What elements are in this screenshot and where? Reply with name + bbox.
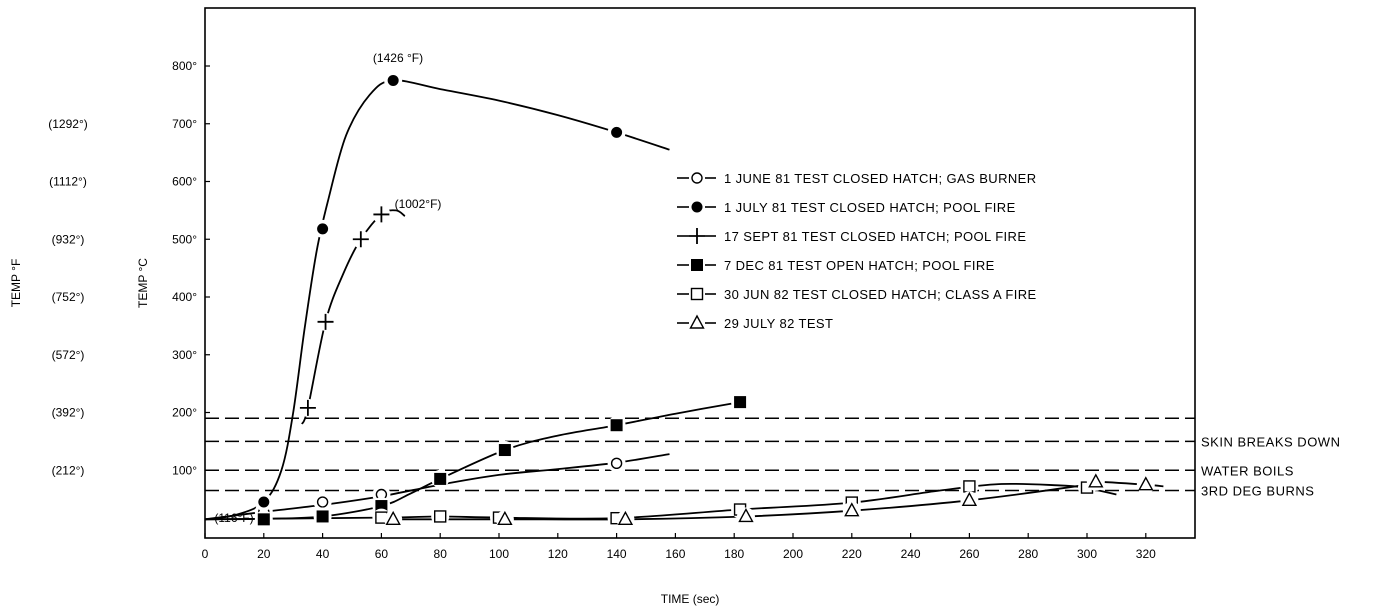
legend-label: 1 JUNE 81 TEST CLOSED HATCH; GAS BURNER bbox=[724, 171, 1037, 186]
x-tick-label: 160 bbox=[665, 547, 685, 561]
annotation: (1002°F) bbox=[395, 197, 442, 211]
annotations: (1426 °F) (1002°F) (116°F) bbox=[214, 51, 441, 525]
legend-label: 17 SEPT 81 TEST CLOSED HATCH; POOL FIRE bbox=[724, 229, 1026, 244]
series-markers bbox=[254, 71, 1155, 529]
data-point bbox=[316, 510, 329, 523]
x-tick-label: 300 bbox=[1077, 547, 1097, 561]
legend-marker bbox=[689, 228, 705, 244]
data-point bbox=[611, 126, 623, 138]
legend-label: 7 DEC 81 TEST OPEN HATCH; POOL FIRE bbox=[724, 258, 995, 273]
data-point bbox=[963, 480, 976, 493]
x-tick-label: 20 bbox=[257, 547, 271, 561]
x-tick-label: 260 bbox=[959, 547, 979, 561]
data-point bbox=[610, 419, 623, 432]
y-tick-label-c: 500° bbox=[172, 232, 197, 246]
legend-marker bbox=[689, 314, 705, 329]
data-point bbox=[258, 496, 270, 508]
data-point bbox=[738, 507, 754, 523]
data-point bbox=[844, 502, 860, 517]
x-tick-label: 120 bbox=[548, 547, 568, 561]
data-point bbox=[734, 396, 747, 409]
x-tick-label: 60 bbox=[375, 547, 389, 561]
reference-line-label: 3RD DEG BURNS bbox=[1201, 483, 1314, 498]
data-point bbox=[317, 223, 329, 235]
x-tick-label: 240 bbox=[901, 547, 921, 561]
annotation: (1426 °F) bbox=[373, 51, 423, 65]
y-tick-label-c: 600° bbox=[172, 175, 197, 189]
data-point bbox=[373, 206, 390, 223]
reference-line-label: SKIN BREAKS DOWN bbox=[1201, 434, 1340, 449]
data-point bbox=[617, 510, 634, 526]
x-tick-label: 40 bbox=[316, 547, 330, 561]
y-tick-label-f: (1292°) bbox=[48, 117, 88, 131]
legend: 1 JUNE 81 TEST CLOSED HATCH; GAS BURNER 1… bbox=[677, 171, 1037, 331]
x-tick-label: 140 bbox=[607, 547, 627, 561]
y-axis-title-c: TEMP °C bbox=[136, 258, 150, 308]
legend-marker bbox=[691, 201, 703, 213]
legend-marker bbox=[691, 172, 703, 184]
reference-line-label: WATER BOILS bbox=[1201, 463, 1294, 478]
y-tick-label-c: 100° bbox=[172, 463, 197, 477]
data-point bbox=[497, 510, 513, 526]
legend-label: 1 JULY 81 TEST CLOSED HATCH; POOL FIRE bbox=[724, 200, 1016, 215]
series-line bbox=[204, 79, 670, 521]
x-tick-label: 80 bbox=[434, 547, 448, 561]
data-point bbox=[316, 496, 329, 508]
y-tick-label-f: (392°) bbox=[52, 406, 85, 420]
data-point bbox=[961, 491, 978, 506]
x-tick-label: 320 bbox=[1136, 547, 1156, 561]
x-axis-title: TIME (sec) bbox=[661, 592, 720, 606]
data-point bbox=[375, 500, 388, 513]
axis-labels: TIME (sec) TEMP °C TEMP °F bbox=[9, 258, 719, 606]
plot-frame bbox=[204, 7, 1196, 539]
legend-marker bbox=[691, 259, 703, 271]
x-tick-label: 200 bbox=[783, 547, 803, 561]
y-tick-label-f: (932°) bbox=[52, 232, 85, 246]
y-tick-label-c: 700° bbox=[172, 117, 197, 131]
y-tick-label-f: (752°) bbox=[52, 290, 85, 304]
data-point bbox=[352, 231, 369, 248]
data-point bbox=[385, 510, 401, 526]
data-point bbox=[317, 313, 334, 330]
reference-lines: SKIN BREAKS DOWN WATER BOILS 3RD DEG BURNS bbox=[205, 417, 1340, 498]
data-point bbox=[434, 510, 447, 523]
x-tick-label: 280 bbox=[1018, 547, 1038, 561]
y-tick-label-c: 800° bbox=[172, 59, 197, 73]
y-axis-title-f: TEMP °F bbox=[9, 259, 23, 308]
x-tick-label: 100 bbox=[489, 547, 509, 561]
data-point bbox=[1088, 473, 1104, 488]
data-point bbox=[1138, 476, 1154, 491]
annotation: (116°F) bbox=[214, 511, 253, 525]
legend-marker bbox=[690, 287, 704, 301]
y-tick-label-f: (212°) bbox=[52, 463, 85, 477]
data-point bbox=[257, 513, 270, 526]
data-point bbox=[498, 444, 511, 457]
legend-label: 29 JULY 82 TEST bbox=[724, 316, 833, 331]
data-point bbox=[299, 399, 316, 416]
y-tick-label-f: (572°) bbox=[52, 348, 85, 362]
y-tick-label-c: 300° bbox=[172, 348, 197, 362]
plot-border bbox=[204, 7, 1196, 539]
y-tick-label-c: 400° bbox=[172, 290, 197, 304]
x-tick-label: 180 bbox=[724, 547, 744, 561]
y-tick-label-f: (1112°) bbox=[49, 175, 87, 189]
data-point bbox=[434, 472, 447, 485]
series-line bbox=[204, 401, 741, 521]
data-point bbox=[387, 74, 399, 86]
x-tick-label: 0 bbox=[202, 547, 209, 561]
axis-ticks: 0 20 40 60 80 100 120 140 160 180 200 220 240 260 280 3… bbox=[48, 59, 1156, 561]
data-point bbox=[610, 457, 623, 470]
y-tick-label-c: 200° bbox=[172, 406, 197, 420]
legend-label: 30 JUN 82 TEST CLOSED HATCH; CLASS A FIR… bbox=[724, 287, 1037, 302]
x-tick-label: 220 bbox=[842, 547, 862, 561]
